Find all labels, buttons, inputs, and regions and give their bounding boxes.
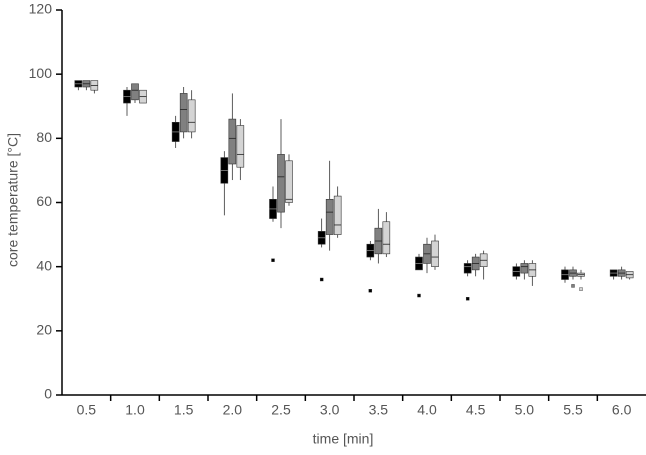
box [463,263,472,274]
x-axis-title: time [min] [313,431,374,447]
y-tick-label: 60 [36,193,52,209]
outlier [571,284,575,288]
box [228,118,237,165]
box [382,221,391,255]
box [325,198,334,235]
x-tick-label: 0.5 [77,402,97,418]
y-tick-label: 80 [36,129,52,145]
y-tick-label: 120 [29,1,53,17]
box [187,99,196,133]
box [285,160,293,203]
x-tick-label: 4.0 [417,402,437,418]
y-tick-label: 20 [36,322,52,338]
x-tick-label: 5.0 [515,402,535,418]
box [179,93,188,133]
box [333,195,342,235]
x-tick-label: 2.0 [223,402,243,418]
outlier [465,297,470,301]
outlier [579,287,583,291]
y-tick-label: 40 [36,257,52,273]
x-tick-label: 3.0 [320,402,340,418]
box [236,125,245,168]
box [520,263,529,274]
x-tick-label: 1.0 [125,402,145,418]
box [131,83,139,101]
outlier [319,277,324,282]
y-axis-title: core temperature [°C] [5,133,21,267]
y-tick-label: 0 [44,386,52,402]
x-tick-label: 4.5 [466,402,486,418]
x-tick-label: 1.5 [174,402,194,418]
x-tick-label: 6.0 [612,402,632,418]
x-tick-label: 2.5 [271,402,291,418]
box [277,154,285,213]
outlier [417,293,421,298]
x-tick-label: 5.5 [563,402,583,418]
box [431,240,439,267]
x-tick-label: 3.5 [369,402,389,418]
y-tick-label: 100 [29,65,53,81]
outlier [271,258,275,262]
outlier [368,289,373,293]
